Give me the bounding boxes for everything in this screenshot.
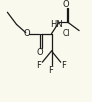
Text: F: F — [49, 66, 53, 75]
Text: F: F — [36, 61, 41, 70]
Text: O: O — [63, 0, 69, 9]
Text: O: O — [37, 48, 43, 57]
Text: HN: HN — [50, 21, 63, 29]
Text: F: F — [61, 61, 66, 70]
Text: O: O — [24, 29, 30, 38]
Text: Cl: Cl — [63, 29, 71, 38]
